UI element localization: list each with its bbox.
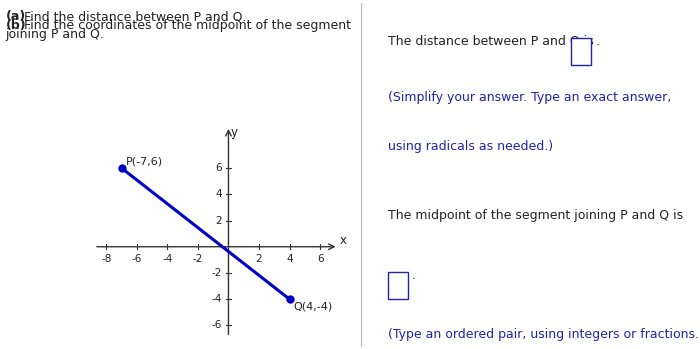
Text: Find the distance between P and Q.: Find the distance between P and Q. (20, 10, 246, 23)
Text: (a): (a) (6, 10, 26, 23)
Text: 2: 2 (215, 215, 222, 225)
Text: .: . (412, 269, 416, 282)
Text: -6: -6 (211, 320, 222, 331)
Text: 6: 6 (317, 254, 323, 264)
Text: P(-7,6): P(-7,6) (126, 157, 163, 167)
Text: Find the coordinates of the midpoint of the segment: Find the coordinates of the midpoint of … (20, 19, 351, 32)
Text: 2: 2 (256, 254, 262, 264)
Text: y: y (230, 126, 237, 139)
Text: -4: -4 (162, 254, 173, 264)
Text: 4: 4 (215, 189, 222, 199)
Text: -2: -2 (193, 254, 203, 264)
Text: The distance between P and Q is: The distance between P and Q is (388, 35, 597, 48)
Text: (Type an ordered pair, using integers or fractions.): (Type an ordered pair, using integers or… (388, 328, 700, 341)
Text: 4: 4 (286, 254, 293, 264)
Text: -6: -6 (132, 254, 142, 264)
Text: (Simplify your answer. Type an exact answer,: (Simplify your answer. Type an exact ans… (388, 91, 671, 104)
Text: -8: -8 (101, 254, 111, 264)
Text: x: x (340, 234, 347, 247)
Text: .: . (595, 35, 599, 48)
Bar (388, 272, 408, 299)
Text: 6: 6 (215, 163, 222, 173)
Text: joining P and Q.: joining P and Q. (6, 28, 104, 41)
Text: -4: -4 (211, 294, 222, 304)
Text: The midpoint of the segment joining P and Q is: The midpoint of the segment joining P an… (388, 209, 682, 222)
Text: Q(4,-4): Q(4,-4) (293, 301, 332, 311)
Text: -2: -2 (211, 268, 222, 278)
Bar (570, 38, 592, 65)
Text: (b): (b) (6, 19, 26, 32)
Text: using radicals as needed.): using radicals as needed.) (388, 140, 552, 153)
